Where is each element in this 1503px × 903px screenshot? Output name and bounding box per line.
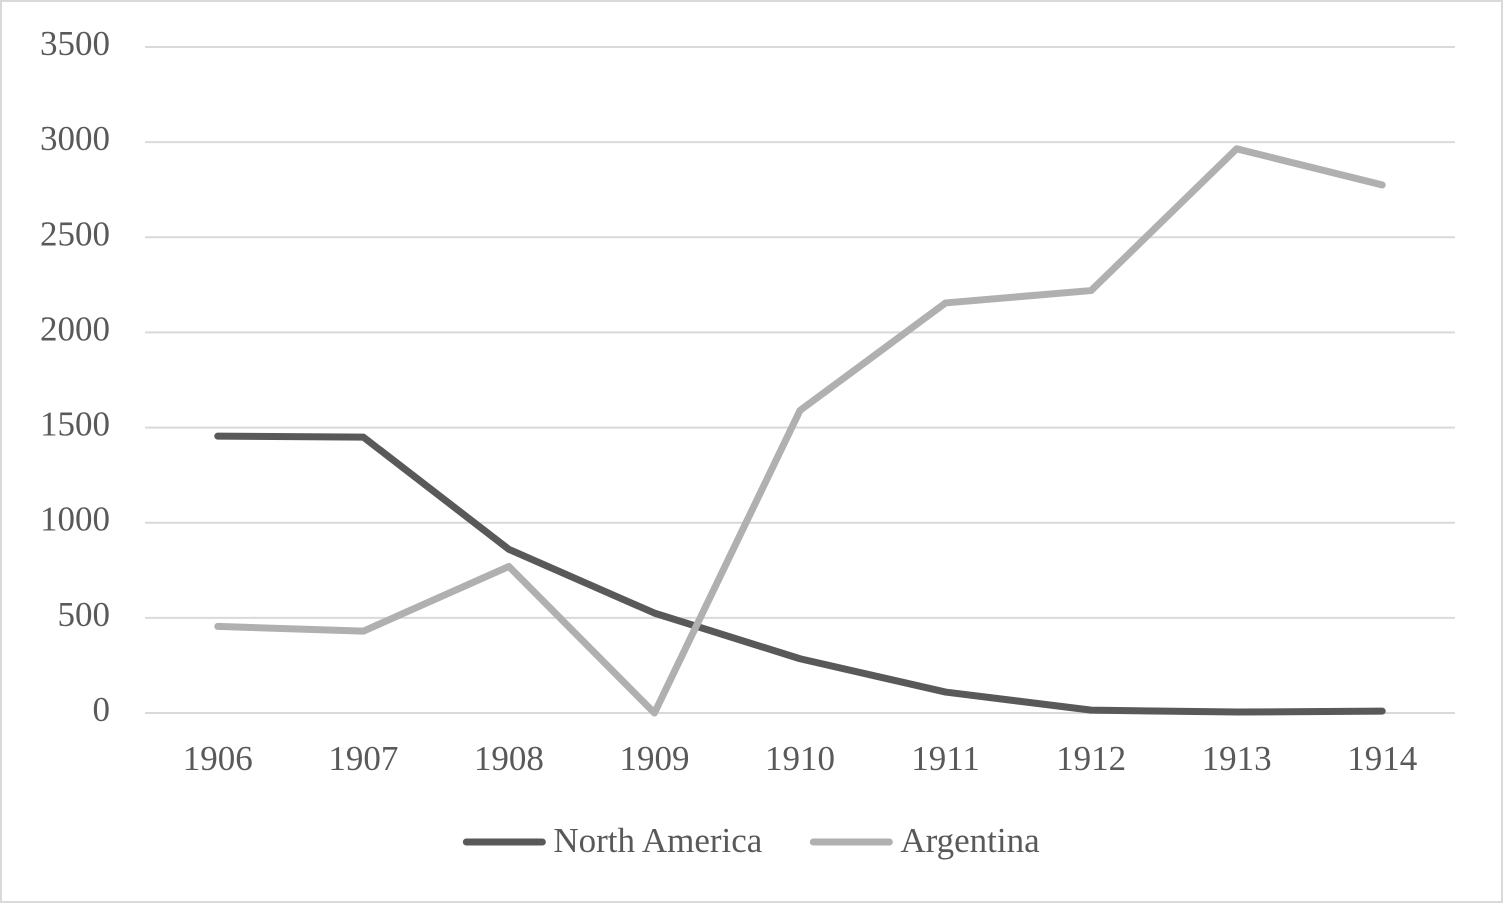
series-line [214, 145, 1386, 717]
y-tick-label: 2500 [40, 214, 110, 253]
y-tick-label: 1500 [40, 405, 110, 444]
x-tick-label: 1909 [619, 739, 689, 778]
x-tick-label: 1914 [1347, 739, 1417, 778]
x-tick-label: 1911 [911, 739, 980, 778]
y-tick-label: 2000 [40, 309, 110, 348]
series-line [214, 432, 1386, 716]
y-tick-label: 1000 [40, 500, 110, 539]
y-tick-label: 3000 [40, 119, 110, 158]
y-tick-label: 500 [58, 595, 111, 634]
y-tick-label: 0 [93, 690, 111, 729]
x-tick-label: 1907 [328, 739, 398, 778]
x-tick-label: 1906 [183, 739, 253, 778]
x-tick-label: 1910 [765, 739, 835, 778]
x-tick-label: 1908 [474, 739, 544, 778]
x-tick-label: 1913 [1202, 739, 1272, 778]
legend-label: North America [553, 821, 762, 860]
x-tick-label: 1912 [1056, 739, 1126, 778]
legend-label: Argentina [900, 821, 1040, 860]
y-tick-label: 3500 [40, 24, 110, 63]
